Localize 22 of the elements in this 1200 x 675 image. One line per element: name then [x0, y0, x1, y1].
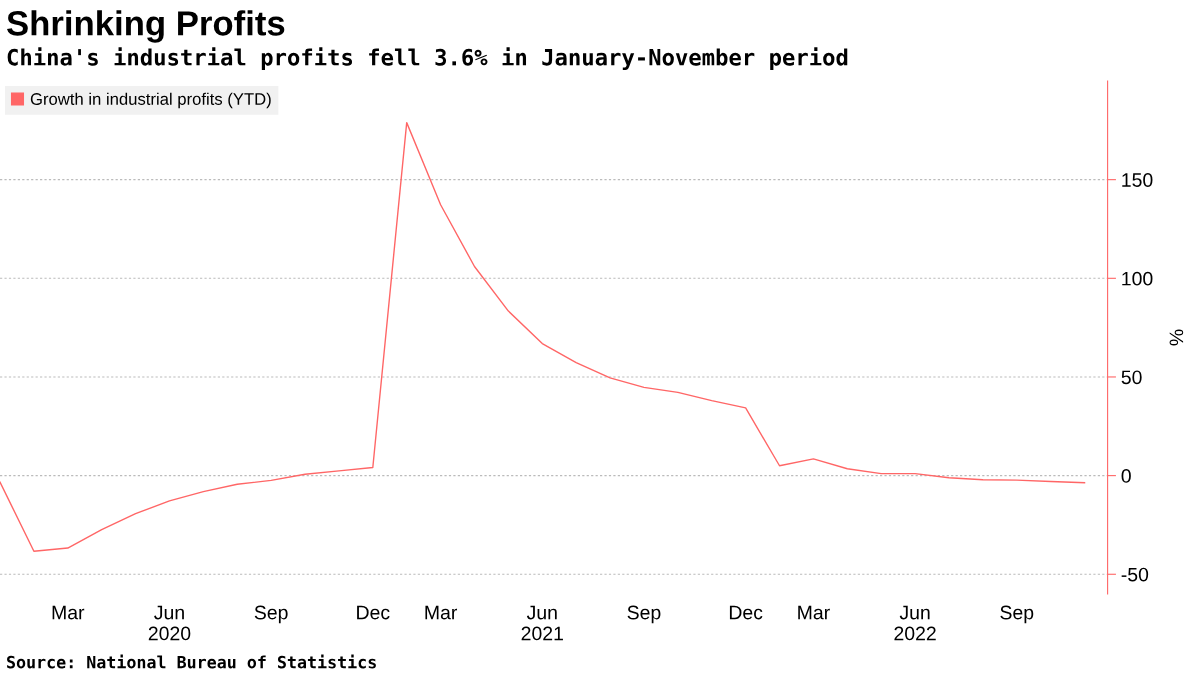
- x-tick-label: Jun 2022: [894, 605, 936, 641]
- x-tick-label: Dec: [729, 605, 763, 620]
- line-series: [0, 121, 1086, 552]
- x-tick-label: Jun 2021: [521, 605, 563, 641]
- x-tick-label: Sep: [1000, 605, 1034, 624]
- y-tick-label: 0: [1121, 469, 1131, 483]
- legend-label: Growth in industrial profits (YTD): [30, 92, 271, 109]
- x-tick-label: Jun 2020: [148, 605, 191, 641]
- x-tick-label: Sep: [254, 605, 288, 624]
- y-tick-label: 100: [1122, 271, 1153, 286]
- x-tick-label: Dec: [357, 605, 390, 620]
- chart-subtitle: China's industrial profits fell 3.6% in January-November period: [7, 47, 848, 70]
- x-tick-label: Mar: [425, 605, 458, 620]
- source-note: Source: National Bureau of Statistics: [7, 654, 376, 669]
- y-tick-label: -50: [1121, 567, 1149, 582]
- x-tick-label: Sep: [627, 605, 661, 624]
- x-tick-label: Mar: [52, 605, 85, 620]
- y-tick-label: 150: [1122, 173, 1153, 187]
- x-tick-label: Mar: [798, 605, 830, 620]
- y-axis-title: %: [1169, 329, 1184, 346]
- y-tick-label: 50: [1121, 370, 1142, 385]
- chart-title: Shrinking Profits: [7, 10, 285, 43]
